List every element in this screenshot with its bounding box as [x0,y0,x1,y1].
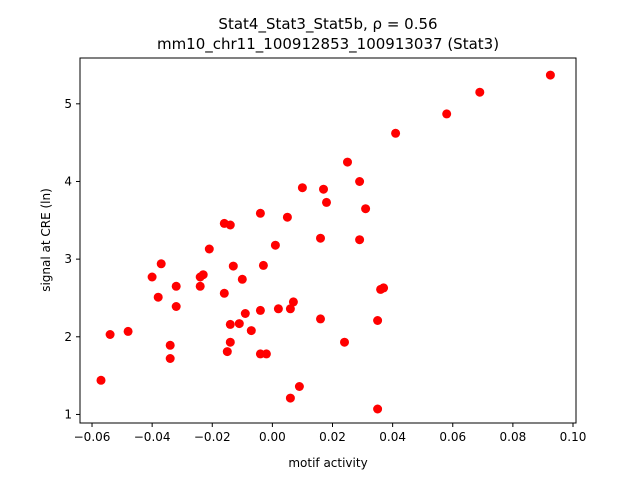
data-point-47 [222,347,232,357]
data-point-30 [153,292,163,302]
data-point-9 [361,204,371,214]
data-point-49 [261,349,271,359]
x-tick-label: 0.02 [319,430,346,444]
data-point-32 [171,302,181,311]
y-tick-label: 3 [64,252,72,266]
data-points [96,70,555,414]
x-tick-label: −0.04 [134,430,171,444]
y-axis-label: signal at CRE (ln) [39,188,53,292]
data-point-51 [96,375,106,385]
data-point-53 [285,393,295,403]
chart-title-line1: Stat4_Stat3_Stat5b, ρ = 0.56 [218,15,437,34]
x-tick-label: 0.10 [560,430,587,444]
data-point-41 [246,326,256,336]
data-point-15 [355,235,365,245]
data-point-42 [123,326,133,336]
y-axis-ticks: 1 2 3 4 5 [64,97,80,421]
data-point-33 [273,304,283,314]
x-tick-label: 0.04 [379,430,406,444]
data-point-3 [391,128,401,138]
data-point-23 [195,272,205,282]
chart-title-line2: mm10_chr11_100912853_100913037 (Stat3) [157,35,499,54]
data-point-16 [270,240,280,250]
y-tick-label: 1 [64,407,72,421]
data-point-28 [376,284,386,294]
data-point-52 [294,382,304,391]
data-point-11 [282,212,292,222]
data-point-5 [355,177,365,186]
data-point-29 [219,288,229,298]
data-point-8 [322,197,331,207]
data-point-0 [545,70,555,80]
plot-frame [79,57,577,424]
data-point-20 [258,260,268,270]
data-point-2 [442,109,452,119]
data-point-18 [156,259,166,269]
data-point-31 [288,297,298,307]
data-point-38 [373,316,383,325]
data-point-44 [225,337,235,347]
data-point-6 [297,183,307,193]
x-axis-label: motif activity [288,456,367,470]
data-point-1 [475,87,485,97]
data-point-25 [171,281,181,291]
data-point-50 [165,354,175,363]
x-tick-label: −0.06 [74,430,111,444]
data-point-19 [228,261,238,271]
x-tick-label: 0.08 [500,430,527,444]
data-point-24 [237,274,247,284]
data-point-45 [340,337,349,347]
y-tick-label: 4 [64,174,72,188]
x-tick-label: −0.02 [194,430,231,444]
y-tick-label: 2 [64,330,72,344]
data-point-40 [225,319,235,329]
data-point-36 [240,309,250,318]
data-point-39 [234,319,244,329]
data-point-43 [105,330,115,339]
y-tick-label: 5 [64,97,72,111]
x-tick-label: 0.06 [439,430,466,444]
data-point-34 [285,304,295,314]
data-point-10 [255,208,265,218]
data-point-35 [255,305,265,315]
data-point-4 [343,157,352,167]
data-point-17 [204,244,214,254]
data-point-46 [165,340,175,350]
data-point-21 [147,272,157,282]
data-point-37 [316,314,325,324]
data-point-26 [195,281,205,291]
data-point-13 [225,220,235,230]
data-point-14 [316,233,325,243]
data-point-7 [319,184,328,194]
x-tick-label: 0.00 [259,430,286,444]
data-point-54 [373,404,383,414]
x-axis-ticks: −0.06 −0.04 −0.02 0.00 0.02 0.04 0.06 0.08 0.10 [74,423,587,444]
